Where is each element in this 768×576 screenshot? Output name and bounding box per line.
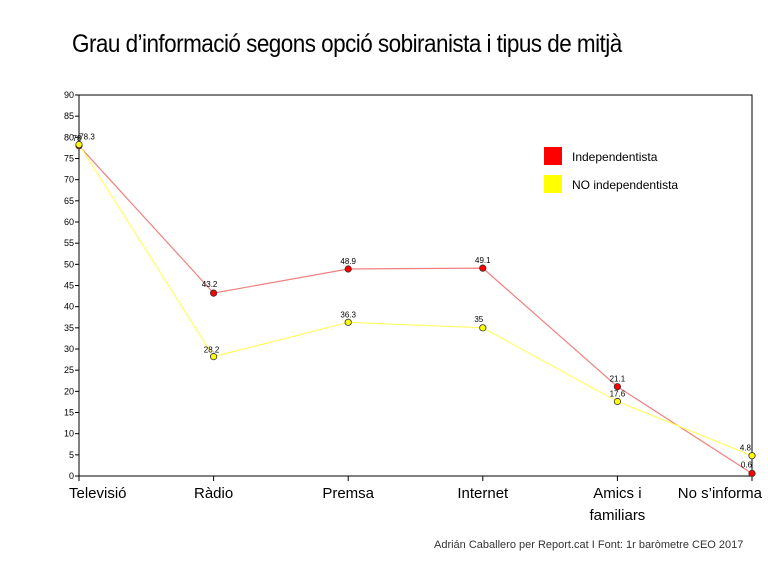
data-point-no-independentista bbox=[210, 353, 218, 361]
legend-swatch bbox=[544, 147, 562, 165]
y-tick-label: 35 bbox=[64, 323, 74, 333]
data-label-no-independentista: 35 bbox=[474, 315, 483, 324]
data-point-independentista bbox=[210, 289, 218, 297]
data-point-independentista bbox=[344, 265, 352, 273]
data-label-no-independentista: 78.3 bbox=[79, 133, 95, 142]
y-tick-label: 70 bbox=[64, 175, 74, 185]
x-category-label-line: Premsa bbox=[322, 485, 374, 502]
data-point-independentista bbox=[479, 264, 487, 272]
data-label-independentista: 49.1 bbox=[475, 256, 491, 265]
data-point-no-independentista bbox=[748, 452, 756, 460]
y-tick-label: 45 bbox=[64, 281, 74, 291]
x-category-label-line: Internet bbox=[457, 485, 509, 502]
chart-title: Grau d’informació segons opció sobiranis… bbox=[72, 30, 622, 58]
x-category-label-line: Ràdio bbox=[194, 485, 233, 502]
y-tick-label: 60 bbox=[64, 217, 74, 227]
data-label-no-independentista: 17.6 bbox=[610, 389, 626, 398]
x-category-label: Televisió bbox=[69, 485, 127, 502]
y-tick-label: 50 bbox=[64, 259, 74, 269]
x-category-label: Internet bbox=[457, 485, 509, 502]
y-tick-label: 85 bbox=[64, 111, 74, 121]
x-category-label: Premsa bbox=[322, 485, 374, 502]
series-layer: 78 43.2 48.9 49.1 21.1 0.6 78.3 28.2 36.3 35 17.6 4… bbox=[73, 133, 756, 478]
legend-swatch bbox=[544, 175, 562, 193]
y-tick-label: 30 bbox=[64, 344, 74, 354]
y-tick-label: 90 bbox=[64, 90, 74, 100]
data-label-no-independentista: 4.8 bbox=[740, 444, 752, 453]
data-point-no-independentista bbox=[613, 397, 622, 406]
legend-label: NO independentista bbox=[572, 178, 678, 192]
y-tick-label: 75 bbox=[64, 154, 74, 164]
x-category-label-line: Amics i bbox=[593, 485, 641, 502]
data-point-independentista bbox=[613, 383, 622, 391]
data-label-independentista: 0.6 bbox=[741, 460, 753, 469]
data-label-independentista: 48.9 bbox=[340, 257, 356, 266]
y-tick-label: 5 bbox=[69, 450, 74, 460]
y-tick-label: 65 bbox=[64, 196, 74, 206]
x-category-label: Amics i familiars bbox=[589, 485, 645, 524]
y-tick-label: 20 bbox=[64, 386, 74, 396]
x-axis: Televisió Ràdio Premsa Internet Amics i famil… bbox=[69, 476, 763, 524]
y-tick-label: 10 bbox=[64, 429, 74, 439]
data-label-no-independentista: 28.2 bbox=[204, 346, 220, 355]
y-tick-label: 55 bbox=[64, 238, 74, 248]
y-tick-label: 15 bbox=[64, 408, 74, 418]
plot-area bbox=[78, 94, 753, 477]
legend: Independentista NO independentista bbox=[544, 147, 678, 193]
x-category-label-line: Televisió bbox=[69, 485, 127, 502]
y-tick-label: 40 bbox=[64, 302, 74, 312]
y-axis: 0 5 10 15 20 25 30 35 40 45 50 55 60 65 70 75 80 85 90 bbox=[64, 90, 79, 481]
x-category-label: No s’informa bbox=[678, 485, 763, 502]
legend-label: Independentista bbox=[572, 150, 658, 164]
x-category-label: Ràdio bbox=[194, 485, 233, 502]
data-point-no-independentista bbox=[479, 324, 487, 332]
data-label-independentista: 43.2 bbox=[202, 280, 218, 289]
y-tick-label: 25 bbox=[64, 365, 74, 375]
x-category-label-line: familiars bbox=[589, 507, 645, 524]
x-category-label-line: No s’informa bbox=[678, 485, 763, 502]
source-note: Adrián Caballero per Report.cat I Font: … bbox=[434, 539, 744, 551]
data-label-independentista: 78 bbox=[73, 134, 82, 143]
y-tick-label: 80 bbox=[64, 132, 74, 142]
data-point-no-independentista bbox=[344, 318, 352, 326]
data-label-no-independentista: 36.3 bbox=[340, 310, 356, 319]
y-tick-label: 0 bbox=[69, 471, 74, 481]
data-point-no-independentista bbox=[75, 140, 83, 149]
series-line-no-independentista bbox=[78, 144, 753, 457]
data-point-independentista bbox=[748, 469, 756, 478]
series-line-independentista bbox=[78, 145, 753, 474]
data-label-independentista: 21.1 bbox=[610, 375, 626, 384]
